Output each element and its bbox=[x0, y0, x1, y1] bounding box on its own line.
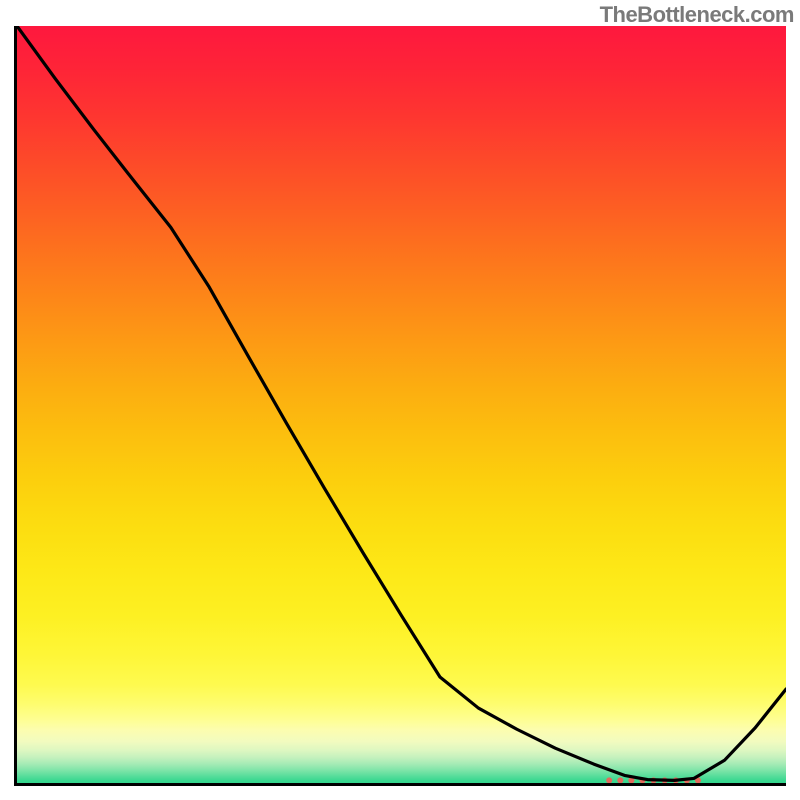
watermark-text: TheBottleneck.com bbox=[600, 2, 794, 28]
root: { "watermark": { "text": "TheBottleneck.… bbox=[0, 0, 800, 800]
plot-svg bbox=[14, 26, 786, 786]
plot-frame bbox=[14, 26, 786, 786]
gradient-background bbox=[17, 26, 786, 783]
